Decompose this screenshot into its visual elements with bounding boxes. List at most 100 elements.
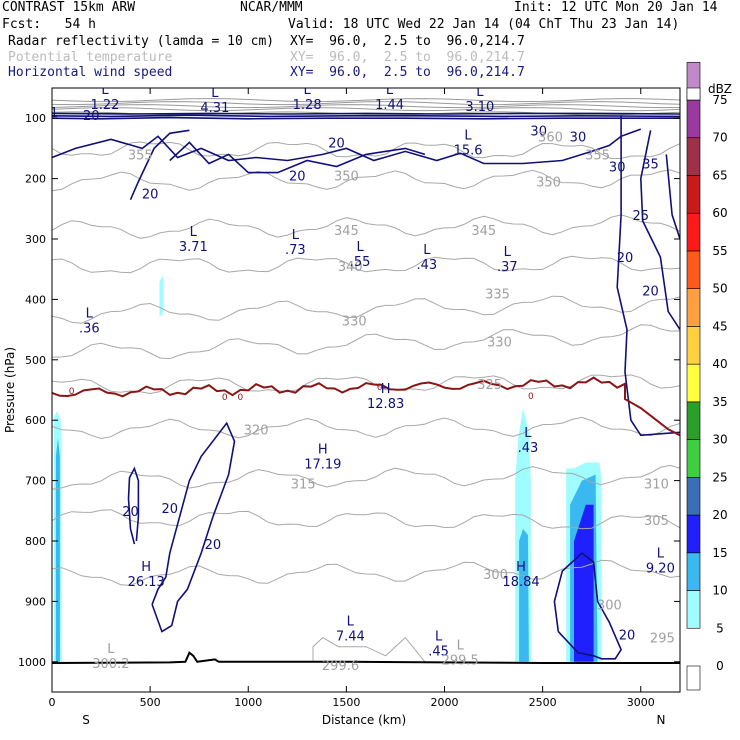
x-tick-label-0: 0	[49, 696, 56, 709]
x-tick-label-4: 2000	[431, 696, 459, 709]
colorbar-label-10: 10	[712, 584, 727, 598]
extremum-marker-10: L	[504, 245, 512, 260]
extremum-value-4: 3.10	[465, 100, 494, 115]
wind-contour-label-12: 20	[122, 505, 139, 520]
extremum-marker-18: L	[347, 615, 355, 630]
y-tick-label-0: 100	[25, 112, 46, 125]
wind-contour-11	[553, 552, 623, 660]
theta-contour-label-16: 300	[483, 568, 508, 583]
extremum-marker-0: L	[101, 83, 109, 98]
theta-contour-top-2	[52, 104, 680, 109]
wind-contour-8	[665, 154, 680, 240]
init-time: Init: 12 UTC Mon 20 Jan 14	[514, 0, 718, 15]
y-tick-label-3: 400	[25, 293, 46, 306]
extremum-marker-8: L	[356, 240, 364, 255]
theta-contour-label-18: 295	[650, 632, 675, 647]
extremum-marker-21: L	[457, 639, 465, 654]
x-tick-label-1: 500	[140, 696, 161, 709]
extremum-value-3: 1.44	[375, 98, 404, 113]
colorbar-label-25: 25	[712, 470, 727, 484]
colorbar-label-20: 20	[712, 508, 727, 522]
theta-contour-10	[52, 559, 680, 586]
forecast-hour: Fcst: 54 h	[2, 17, 96, 32]
reflectivity-area-1	[55, 438, 60, 662]
colorbar-label-30: 30	[712, 433, 727, 447]
colorbar-label-65: 65	[712, 168, 727, 182]
extremum-marker-20: L	[107, 642, 115, 657]
terrain-line	[52, 651, 680, 664]
theta-contour-9	[52, 509, 680, 530]
theta-contour-top-1	[52, 101, 680, 106]
extremum-value-21: 299.5	[442, 654, 479, 669]
colorbar-swatch-60	[686, 175, 701, 214]
theta-contour-8	[52, 464, 680, 490]
wind-contour-label-14: 20	[205, 538, 222, 553]
y-tick-label-2: 300	[25, 233, 46, 246]
reflectivity-area-2	[159, 275, 164, 318]
colorbar-swatch-45	[686, 288, 701, 327]
y-tick-label-6: 700	[25, 475, 46, 488]
field-reflectivity-xy: XY= 96.0, 2.5 to 96.0,214.7	[290, 34, 525, 49]
extremum-marker-12: H	[381, 382, 391, 397]
y-tick-label-4: 500	[25, 354, 46, 367]
theta-contour-label-10: 330	[342, 315, 367, 330]
colorbar-swatch-55	[686, 212, 701, 252]
wind-contour-2	[52, 116, 680, 120]
wind-contour-10	[151, 421, 236, 633]
theta-contour-1	[52, 169, 680, 192]
colorbar: 0 5 10 15 20 25 30 35 40 45 50 55 60 65 70 75	[686, 61, 728, 691]
colorbar-label-0: 0	[716, 659, 724, 673]
colorbar-swatch-20	[686, 477, 701, 516]
wind-contour-label-11: 20	[142, 188, 159, 203]
x-end-label-south: S	[82, 713, 90, 727]
extremum-value-5: 15.6	[454, 143, 483, 158]
extremum-value-8: .55	[350, 255, 371, 270]
extremum-marker-17: L	[657, 546, 665, 561]
theta-contour-label-8: 335	[485, 287, 510, 302]
colorbar-top-cap	[686, 87, 701, 101]
theta-contour-7	[52, 416, 680, 440]
colorbar-swatch-70	[686, 99, 701, 139]
theta-contour-surface	[312, 636, 426, 663]
theta-contour-top-3	[52, 107, 680, 112]
colorbar-swatch-0	[686, 665, 701, 691]
wind-contour-label-6: 35	[642, 158, 659, 173]
colorbar-swatch-30	[686, 401, 701, 440]
theta-contour-label-17: 300	[597, 598, 622, 613]
theta-contour-label-9: 330	[487, 336, 512, 351]
reflectivity-area-7	[574, 504, 594, 662]
theta-contour-label-19: 299.6	[322, 659, 359, 674]
freezing-level-label-3: 0	[377, 383, 383, 393]
wind-contour-label-8: 20	[617, 251, 634, 266]
field-reflectivity-name: Radar reflectivity (lamda = 10 cm)	[8, 34, 275, 49]
model-title: CONTRAST 15km ARW	[2, 0, 136, 15]
theta-contour-label-3: 350	[536, 176, 561, 191]
freezing-level-label-1: 0	[222, 393, 228, 403]
extremum-value-7: .73	[285, 243, 306, 258]
colorbar-label-35: 35	[712, 395, 727, 409]
wind-contour-9	[127, 466, 140, 545]
colorbar-swatch-50	[686, 250, 701, 289]
extremum-marker-9: L	[423, 243, 431, 258]
org-label: NCAR/MMM	[240, 0, 303, 15]
field-theta-xy: XY= 96.0, 2.5 to 96.0,214.7	[290, 50, 525, 65]
reflectivity-area-4	[519, 528, 529, 662]
theta-contour-3	[52, 255, 680, 274]
field-wind-xy: XY= 96.0, 2.5 to 96.0,214.7	[290, 65, 525, 80]
extremum-marker-11: L	[86, 307, 94, 322]
colorbar-unit: dBZ	[708, 82, 732, 96]
colorbar-label-70: 70	[712, 131, 727, 145]
valid-time: Valid: 18 UTC Wed 22 Jan 14 (04 ChT Thu …	[288, 17, 680, 32]
wind-contour-label-7: 25	[632, 209, 649, 224]
x-tick-label-6: 3000	[627, 696, 655, 709]
extremum-marker-14: H	[318, 442, 328, 457]
extremum-value-14: 17.19	[304, 457, 341, 472]
wind-contour-7	[639, 130, 680, 331]
theta-contour-label-4: 350	[334, 170, 359, 185]
extremum-marker-4: L	[476, 85, 484, 100]
freezing-level-label-2: 0	[238, 393, 244, 403]
extremum-value-16: 18.84	[502, 575, 539, 590]
y-tick-label-5: 600	[25, 414, 46, 427]
x-tick-label-2: 1000	[234, 696, 262, 709]
extremum-value-15: 26.13	[128, 575, 165, 590]
